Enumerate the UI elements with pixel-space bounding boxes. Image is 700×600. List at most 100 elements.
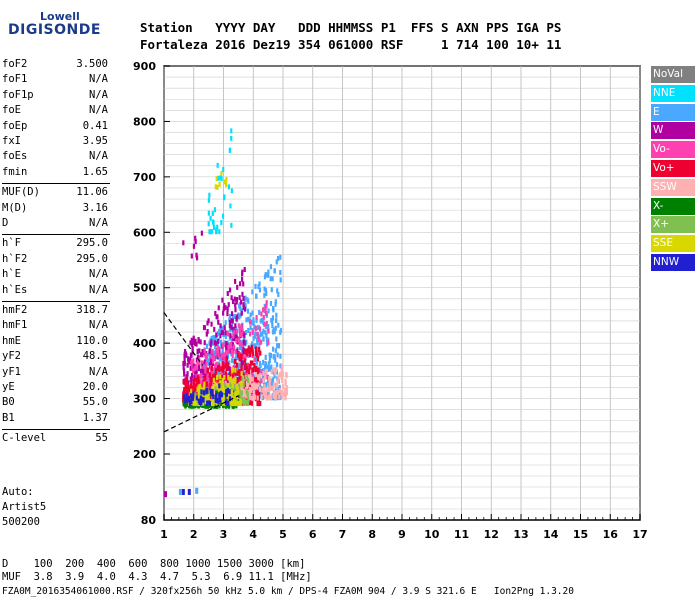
echo-point-e: [255, 325, 259, 331]
echo-point-e: [246, 370, 249, 376]
param-name: hmF2: [2, 304, 28, 316]
param-name: D: [2, 217, 9, 229]
echo-point-vo: [249, 352, 252, 358]
echo-point-x: [224, 395, 227, 401]
echo-point-sse: [216, 184, 219, 190]
echo-point-e: [213, 350, 216, 356]
echo-point-w: [229, 348, 232, 354]
echo-point-e: [279, 328, 283, 334]
low-echo-point: [187, 488, 191, 495]
echo-point-ssw: [251, 376, 254, 382]
echo-point-sse: [227, 374, 230, 380]
echo-point-ssw: [244, 393, 247, 399]
echo-point-e: [277, 343, 280, 349]
param-row-hmf1: hmF1 N/A: [2, 319, 108, 333]
echo-point-vo: [237, 337, 240, 343]
echo-point-w: [222, 306, 225, 312]
echo-point-w: [192, 363, 195, 369]
echo-point-e: [263, 274, 267, 280]
echo-point-ssw: [256, 395, 259, 401]
echo-point-sse: [215, 176, 218, 182]
echo-point-ssw: [257, 374, 260, 380]
param-value: 1.37: [82, 411, 108, 424]
echo-point-sse: [217, 386, 221, 392]
echo-point-e: [244, 303, 247, 309]
echo-point-w: [236, 284, 239, 290]
echo-point-w: [201, 366, 204, 372]
echo-point-nnw: [206, 400, 209, 406]
echo-point-vo: [197, 379, 200, 385]
echo-point-e: [264, 330, 267, 336]
echo-point-nne: [223, 194, 226, 200]
echo-point-sse: [202, 393, 205, 399]
echo-point-x: [238, 383, 241, 389]
param-value: 55: [95, 432, 108, 445]
echo-point-vo: [200, 360, 204, 366]
echo-point-vo: [237, 323, 240, 329]
echo-point-ssw: [281, 377, 284, 383]
echo-point-w: [201, 383, 204, 389]
echo-point-nnw: [200, 396, 203, 402]
echo-point-w: [195, 255, 199, 261]
echo-point-w: [196, 348, 199, 354]
echo-point-vo: [234, 358, 237, 364]
param-row-d: D N/A: [2, 217, 108, 231]
echo-point-vo: [182, 391, 185, 397]
echo-point-vo: [222, 364, 225, 370]
echo-point-e: [245, 317, 248, 323]
echo-point-w: [213, 326, 216, 332]
echo-point-w: [240, 360, 243, 366]
echo-point-w: [234, 333, 237, 339]
echo-point-ssw: [254, 384, 258, 390]
echo-point-nne: [230, 128, 233, 134]
echo-point-e: [277, 291, 280, 297]
echo-point-ssw: [227, 392, 231, 398]
echo-point-w: [234, 302, 237, 308]
echo-point-vo: [251, 348, 254, 354]
echo-point-vo: [182, 379, 185, 385]
param-row-fxi: fxI 3.95: [2, 135, 108, 149]
echo-point-w: [231, 299, 235, 305]
echo-point-nnw: [195, 395, 198, 401]
echo-point-vo: [257, 352, 260, 358]
echo-point-sse: [232, 396, 235, 402]
echo-point-e: [205, 343, 209, 349]
echo-point-nnw: [215, 398, 219, 404]
echo-point-ssw: [272, 382, 276, 388]
echo-point-e: [233, 314, 237, 320]
echo-point-e: [274, 325, 277, 331]
echo-point-e: [255, 359, 258, 365]
echo-point-x: [247, 397, 250, 403]
echo-point-e: [265, 381, 268, 387]
echo-point-vo: [206, 383, 209, 389]
echo-point-x: [239, 395, 242, 401]
echo-point-e: [264, 355, 267, 361]
param-value: N/A: [89, 104, 108, 117]
echo-point-e: [223, 340, 226, 346]
echo-point-nnw: [192, 391, 195, 397]
echo-point-vo: [220, 369, 224, 375]
legend-item-nne: NNE: [651, 84, 695, 102]
echo-point-x: [186, 402, 189, 408]
echo-point-vo: [238, 356, 241, 362]
echo-point-x: [216, 389, 219, 395]
echo-point-nnw: [227, 400, 230, 406]
echo-point-vo: [225, 372, 228, 378]
echo-point-e: [254, 331, 257, 337]
echo-point-e: [274, 357, 277, 363]
echo-point-sse: [240, 371, 243, 377]
echo-point-e: [212, 335, 215, 341]
echo-point-vo: [208, 372, 211, 378]
echo-point-e: [276, 376, 279, 382]
echo-point-w: [234, 307, 237, 313]
echo-point-e: [267, 272, 270, 278]
param-name: hmE: [2, 334, 21, 347]
echo-point-w: [225, 355, 228, 361]
echo-point-w: [194, 239, 197, 245]
echo-point-vo: [211, 348, 214, 354]
echo-point-e: [279, 353, 282, 359]
echo-point-nne: [219, 175, 222, 181]
param-value: N/A: [89, 73, 108, 86]
echo-point-vo: [235, 338, 238, 344]
